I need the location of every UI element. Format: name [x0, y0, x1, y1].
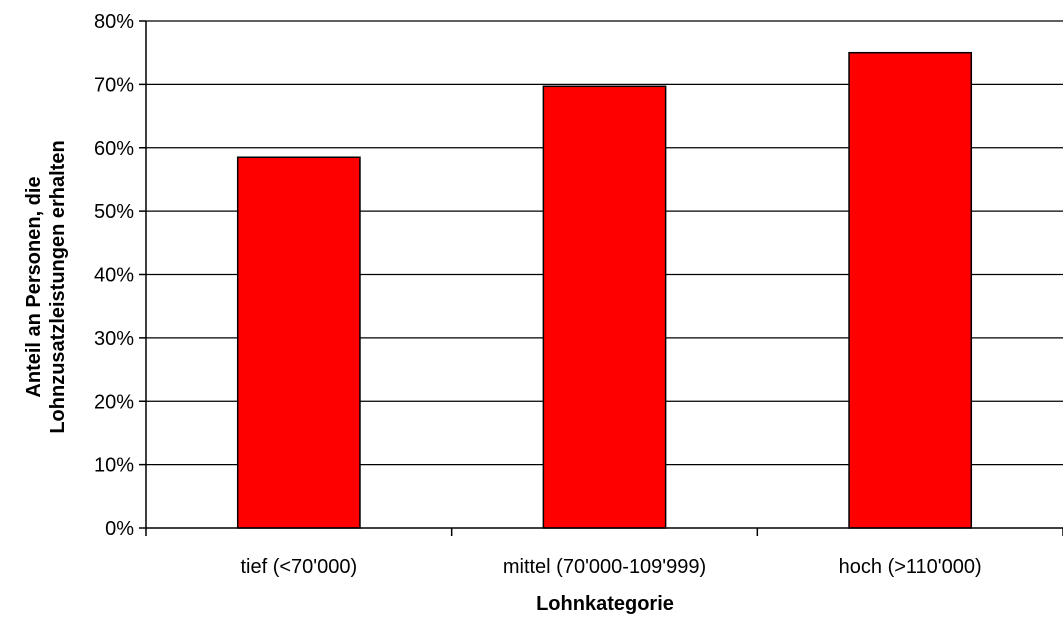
y-axis-ticks: 0% 10% 20% 30% 40% 50% 60% 70% 80% — [94, 11, 146, 540]
y-axis-title-line-2: Lohnzusatzleistungen erhalten — [47, 140, 69, 433]
x-axis-ticks: tief (<70'000) mittel (70'000-109'999) hoc… — [145, 528, 1063, 578]
y-tick-label: 80% — [94, 11, 134, 33]
y-axis-title-line-1: Anteil an Personen, die — [23, 176, 45, 397]
x-axis-title: Lohnkategorie — [536, 593, 674, 615]
y-tick-label: 30% — [94, 328, 134, 350]
y-tick-label: 40% — [94, 265, 134, 287]
y-tick-label: 60% — [94, 138, 134, 160]
bar — [848, 51, 973, 529]
y-axis-title: Anteil an Personen, die Lohnzusatzleistu… — [23, 140, 69, 433]
bar — [542, 85, 667, 529]
y-tick-label: 50% — [94, 201, 134, 223]
y-tick-label: 70% — [94, 74, 134, 96]
x-tick-label: hoch (>110'000) — [839, 556, 982, 578]
y-tick-label: 20% — [94, 391, 134, 413]
bar — [236, 156, 361, 529]
x-tick-label: mittel (70'000-109'999) — [503, 556, 706, 578]
x-tick-label: tief (<70'000) — [240, 556, 357, 578]
y-tick-label: 10% — [94, 455, 134, 477]
bars — [236, 51, 973, 529]
y-tick-label: 0% — [105, 518, 134, 540]
